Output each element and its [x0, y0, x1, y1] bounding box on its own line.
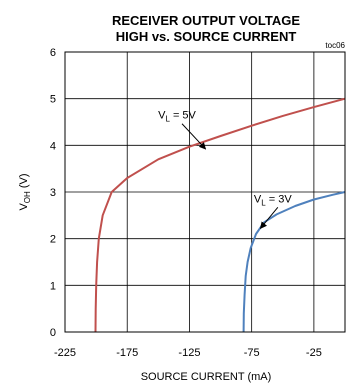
- x-tick-label: -25: [306, 347, 322, 359]
- y-tick-label: 1: [50, 280, 56, 292]
- y-axis-label-main: V: [18, 203, 30, 211]
- x-tick-label: -125: [178, 347, 200, 359]
- annotation-arrow: [181, 123, 207, 150]
- chart-title-line2: HIGH vs. SOURCE CURRENT: [116, 29, 297, 44]
- series-line: [94, 97, 346, 333]
- y-tick-label: 6: [50, 47, 56, 59]
- y-tick-label: 5: [50, 94, 56, 106]
- x-tick-label: -175: [116, 347, 138, 359]
- plot-area: [64, 51, 346, 333]
- y-tick-label: 2: [50, 234, 56, 246]
- y-axis-label-sub: OH: [23, 191, 32, 203]
- chart-title-line1: RECEIVER OUTPUT VOLTAGE: [112, 13, 300, 28]
- y-axis-label-unit: (V): [18, 173, 30, 191]
- x-tick-label: -75: [244, 347, 260, 359]
- annotation-rest: = 3V: [266, 193, 293, 205]
- annotation-arrow: [259, 206, 279, 229]
- series-group: [94, 97, 346, 333]
- x-tick-label: -225: [54, 347, 76, 359]
- chart-tag: toc06: [325, 41, 345, 50]
- grid: [65, 52, 345, 332]
- annotation-main: V: [254, 193, 262, 205]
- annotation-rest: = 5V: [170, 110, 197, 122]
- annotation-sub: L: [261, 198, 266, 207]
- tick-labels: 0 1 2 3 4 5 6 -225 -175 -125 -75 -25: [50, 47, 322, 359]
- annotation-main: V: [158, 110, 166, 122]
- x-axis-label: SOURCE CURRENT (mA): [141, 371, 272, 383]
- y-tick-label: 3: [50, 187, 56, 199]
- series-line: [242, 191, 346, 333]
- annotation-sub: L: [165, 115, 170, 124]
- y-tick-label: 4: [50, 140, 56, 152]
- y-tick-label: 0: [50, 327, 56, 339]
- series-annotation-label: VL = 5V: [158, 110, 196, 124]
- y-axis-label: VOH (V): [18, 173, 32, 210]
- series-annotation-label: VL = 3V: [254, 193, 292, 207]
